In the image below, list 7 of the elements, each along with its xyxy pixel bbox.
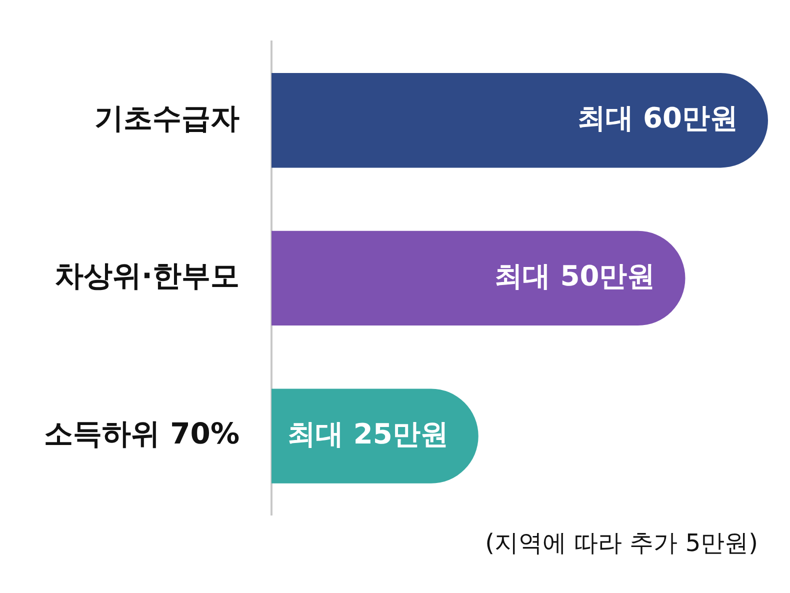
y-tick-label: 기초수급자 <box>94 100 240 135</box>
y-tick-label: 소득하위 70% <box>44 416 240 451</box>
y-tick-label: 차상위·한부모 <box>54 258 240 293</box>
data-label: 최대 50만원 <box>494 259 656 292</box>
data-label: 최대 60만원 <box>577 102 738 135</box>
data-label: 최대 25만원 <box>288 417 448 450</box>
text: (지역에 따라 추가 5만원) <box>485 529 758 558</box>
